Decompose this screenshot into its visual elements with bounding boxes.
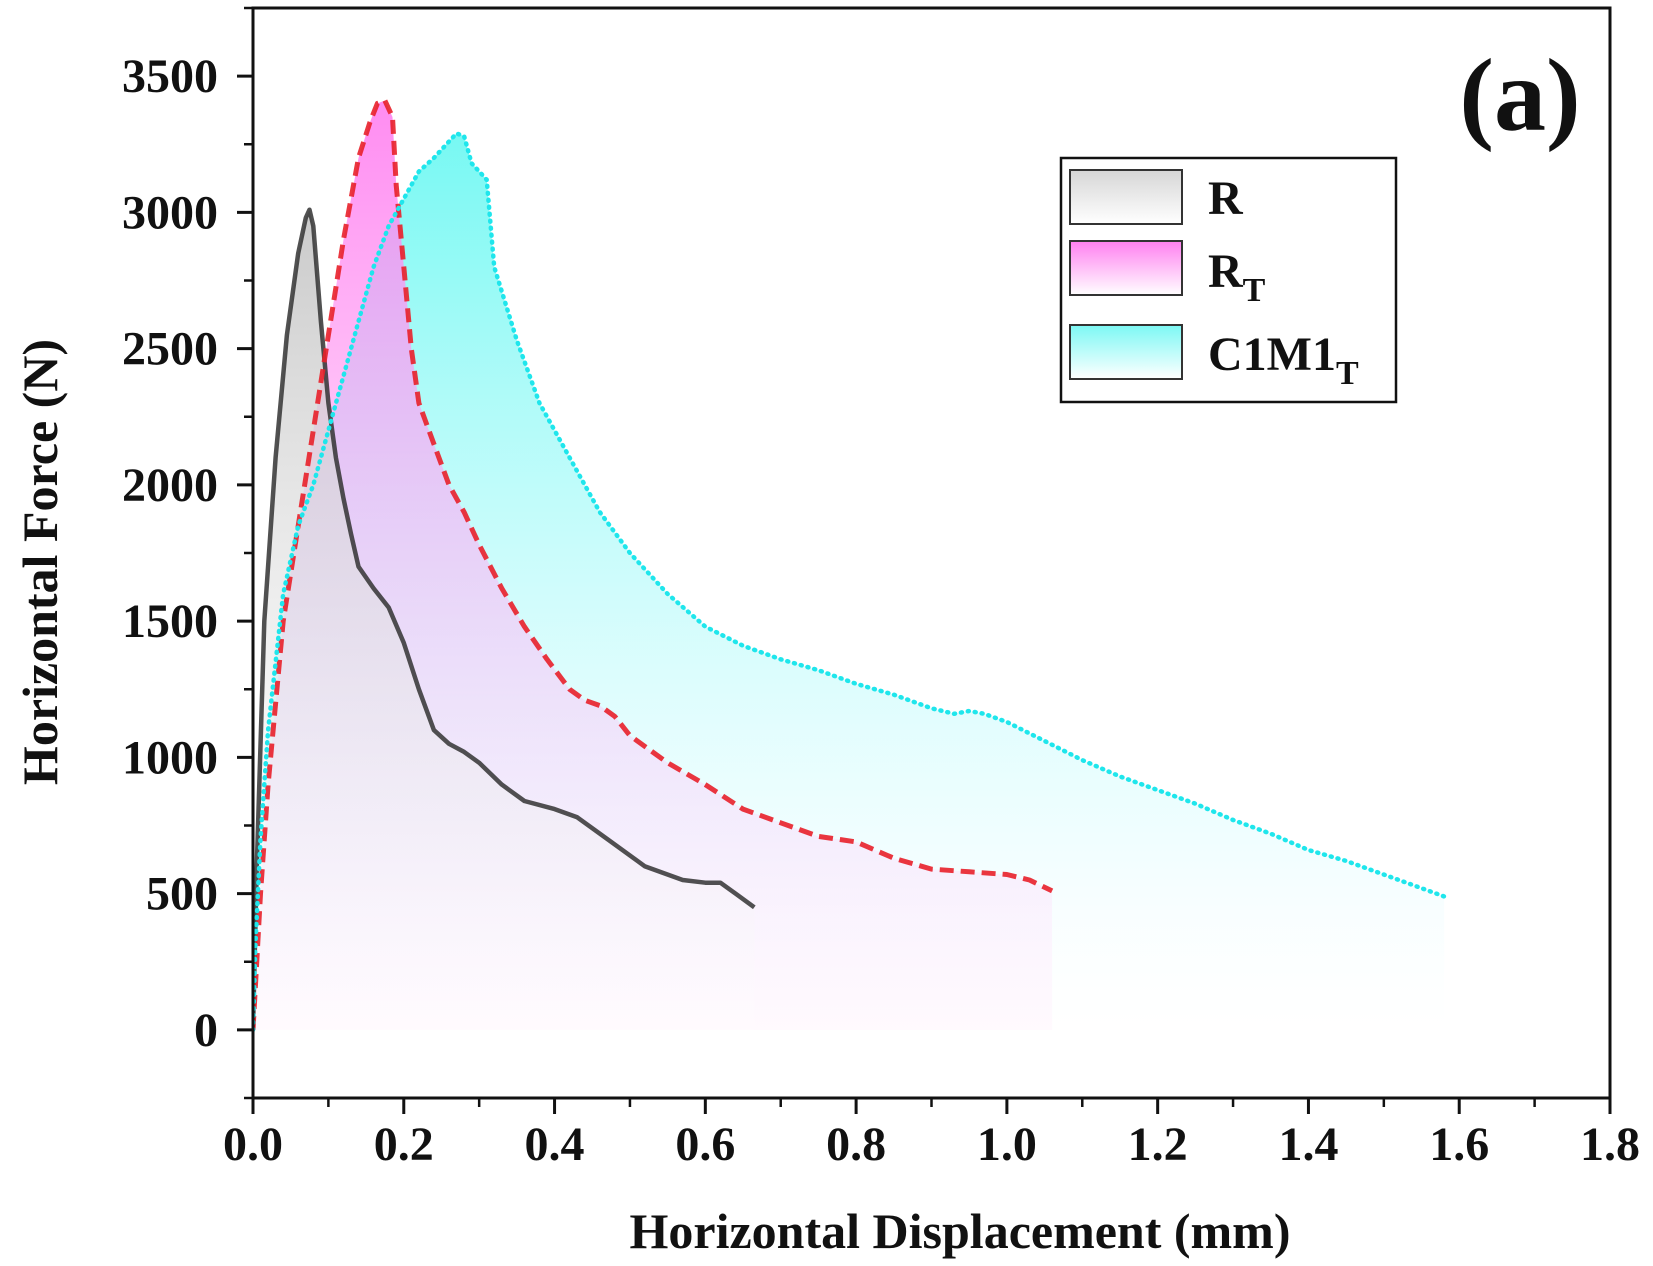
y-axis: 0 500 1000 1500 2000 2500 3000 3500 — [122, 6, 253, 1100]
series-line-0 — [253, 207, 756, 1030]
legend-entry-rt: RT — [1069, 240, 1266, 309]
x-axis: 0.0 0.2 0.4 0.6 0.8 1.0 1.2 1.4 1.6 1.8 — [223, 1098, 1640, 1171]
x-tick-label: 1.8 — [1580, 1118, 1640, 1171]
y-tick-label: 3000 — [122, 186, 218, 239]
y-tick-label: 500 — [146, 868, 218, 921]
y-tick-label: 3500 — [122, 50, 218, 103]
legend-swatch-rt — [1069, 240, 1183, 296]
legend-label-c1m1t: C1M1T — [1208, 328, 1359, 392]
x-axis-label: Horizontal Displacement (mm) — [630, 1203, 1291, 1259]
y-tick-label: 1000 — [122, 731, 218, 784]
x-tick-label: 0.6 — [675, 1118, 735, 1171]
legend-label-r: R — [1208, 172, 1244, 225]
legend-entry-c1m1t: C1M1T — [1069, 324, 1359, 392]
legend-swatch-c1m1t — [1069, 324, 1183, 380]
series-line-1 — [253, 98, 1054, 1031]
x-tick-label: 1.4 — [1278, 1118, 1338, 1171]
legend-swatch-r — [1069, 169, 1183, 225]
panel-label: (a) — [1459, 38, 1580, 153]
series-area-0 — [253, 209, 755, 1030]
x-tick-label: 0.0 — [223, 1118, 283, 1171]
legend-label-rt: RT — [1208, 245, 1266, 309]
x-tick-label: 0.2 — [374, 1118, 434, 1171]
y-axis-label: Horizontal Force (N) — [12, 339, 68, 785]
series-line-2 — [253, 131, 1447, 1033]
y-tick-label: 1500 — [122, 595, 218, 648]
x-tick-label: 1.6 — [1429, 1118, 1489, 1171]
legend-entry-r: R — [1069, 169, 1244, 225]
y-tick-label: 2500 — [122, 323, 218, 376]
series-lines — [253, 98, 1447, 1033]
x-tick-label: 0.4 — [525, 1118, 585, 1171]
y-tick-label: 0 — [194, 1004, 218, 1057]
x-tick-label: 1.2 — [1128, 1118, 1188, 1171]
y-tick-label: 2000 — [122, 459, 218, 512]
x-tick-label: 0.8 — [826, 1118, 886, 1171]
x-tick-label: 1.0 — [977, 1118, 1037, 1171]
legend: R RT C1M1T — [1059, 156, 1398, 404]
